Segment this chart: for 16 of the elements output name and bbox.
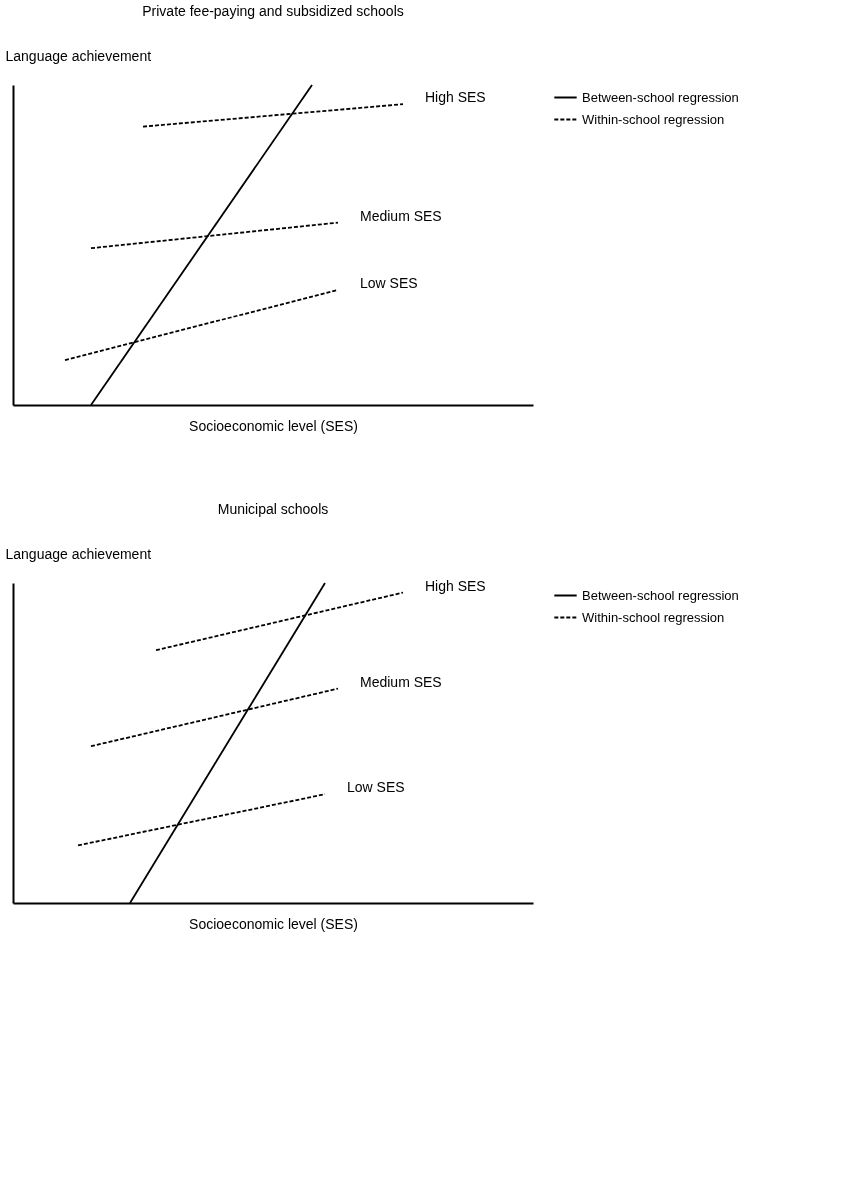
legend-label: Within-school regression (582, 111, 725, 127)
y-axis-title: Language achievement (5, 47, 152, 64)
annotation: Low SES (360, 274, 418, 291)
annotation: Low SES (347, 779, 405, 796)
chart-title: Municipal schools (217, 501, 329, 517)
annotation: High SES (425, 577, 486, 594)
x-axis-title: Socioeconomic level (SES) (189, 417, 358, 434)
annotation: Medium SES (360, 673, 442, 690)
legend-label: Between-school regression (582, 587, 739, 603)
annotation: Medium SES (360, 207, 442, 224)
legend-label: Within-school regression (582, 609, 725, 625)
y-axis-title: Language achievement (5, 545, 152, 562)
chart-title: Private fee-paying and subsidized schools (142, 3, 404, 19)
legend-label: Between-school regression (582, 89, 739, 105)
x-axis-title: Socioeconomic level (SES) (189, 915, 358, 932)
annotation: High SES (425, 89, 486, 106)
